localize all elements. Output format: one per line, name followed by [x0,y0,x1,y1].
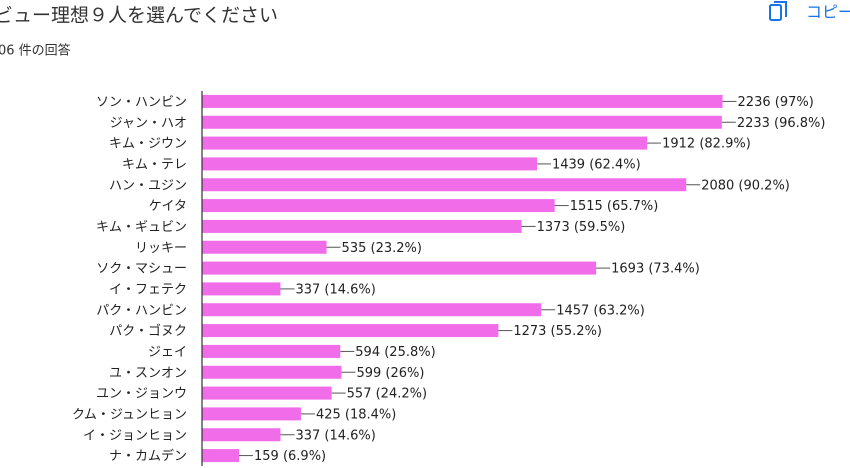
y-tick-label: ナ・カムデン [109,448,187,464]
y-tick-label: イ・ジョンヒョン [83,428,187,443]
bar [202,219,522,233]
copy-label[interactable]: コピー [806,3,850,22]
value-label: 337 (14.6%) [295,282,375,297]
y-tick-label: キム・テレ [122,157,187,172]
y-tick-label: ジャン・ハオ [110,116,187,131]
bar [202,344,341,358]
bar [202,178,687,192]
value-label: 535 (23.2%) [342,241,422,256]
value-label: 1373 (59.5%) [537,220,626,235]
value-label: 1515 (65.7%) [570,199,659,214]
value-label: 425 (18.4%) [316,407,396,422]
y-tick-label: キム・ジウン [109,137,187,152]
bar [202,115,722,129]
bar [202,136,648,150]
copy-icon [769,4,782,21]
y-tick-label: ユ・スンオン [109,366,187,381]
value-label: 1693 (73.4%) [611,262,700,277]
bar [202,428,281,442]
copy-button[interactable]: コピー [769,1,850,22]
y-tick-label: クム・ジュンヒョン [72,407,187,422]
value-label: 1912 (82.9%) [662,137,751,152]
y-tick-label: パク・ゴヌク [109,323,187,339]
value-label: 2233 (96.8%) [737,116,826,131]
value-label: 594 (25.8%) [355,345,435,360]
y-tick-label: ジェイ [148,345,187,360]
bar [202,282,281,296]
y-tick-label: ソク・マシュー [96,262,187,277]
bar [202,324,499,338]
bar [202,365,342,379]
bar [202,449,240,463]
chart-subtitle: 06 件の回答 [0,43,71,59]
y-tick-label: イ・フェテク [109,282,187,297]
chart-title: ビュー理想９人を選んでください [0,5,278,27]
bar [202,240,327,254]
value-label: 2080 (90.2%) [701,178,790,193]
y-tick-label: ケイタ [149,199,187,214]
y-tick-label: ソン・ハンビン [96,95,187,110]
y-tick-label: ハン・ユジン [109,178,187,193]
bar [202,199,555,213]
bar [202,261,597,275]
bar [202,94,723,108]
bar [202,386,332,400]
copy-icon-back [774,1,787,17]
bar [202,407,301,421]
y-tick-label: リッキー [135,241,187,256]
bar [202,303,542,317]
value-label: 159 (6.9%) [254,449,326,464]
bar [202,157,537,171]
y-tick-label: キム・ギュビン [96,220,187,235]
value-label: 1273 (55.2%) [513,324,602,339]
value-label: 599 (26%) [356,366,424,381]
value-label: 1439 (62.4%) [552,157,641,172]
value-label: 337 (14.6%) [295,428,375,443]
value-label: 1457 (63.2%) [556,303,645,318]
value-label: 557 (24.2%) [347,387,427,402]
y-tick-label: パク・ハンビン [96,303,187,318]
y-tick-label: ユン・ジョンウ [96,387,187,402]
value-label: 2236 (97%) [738,95,814,110]
